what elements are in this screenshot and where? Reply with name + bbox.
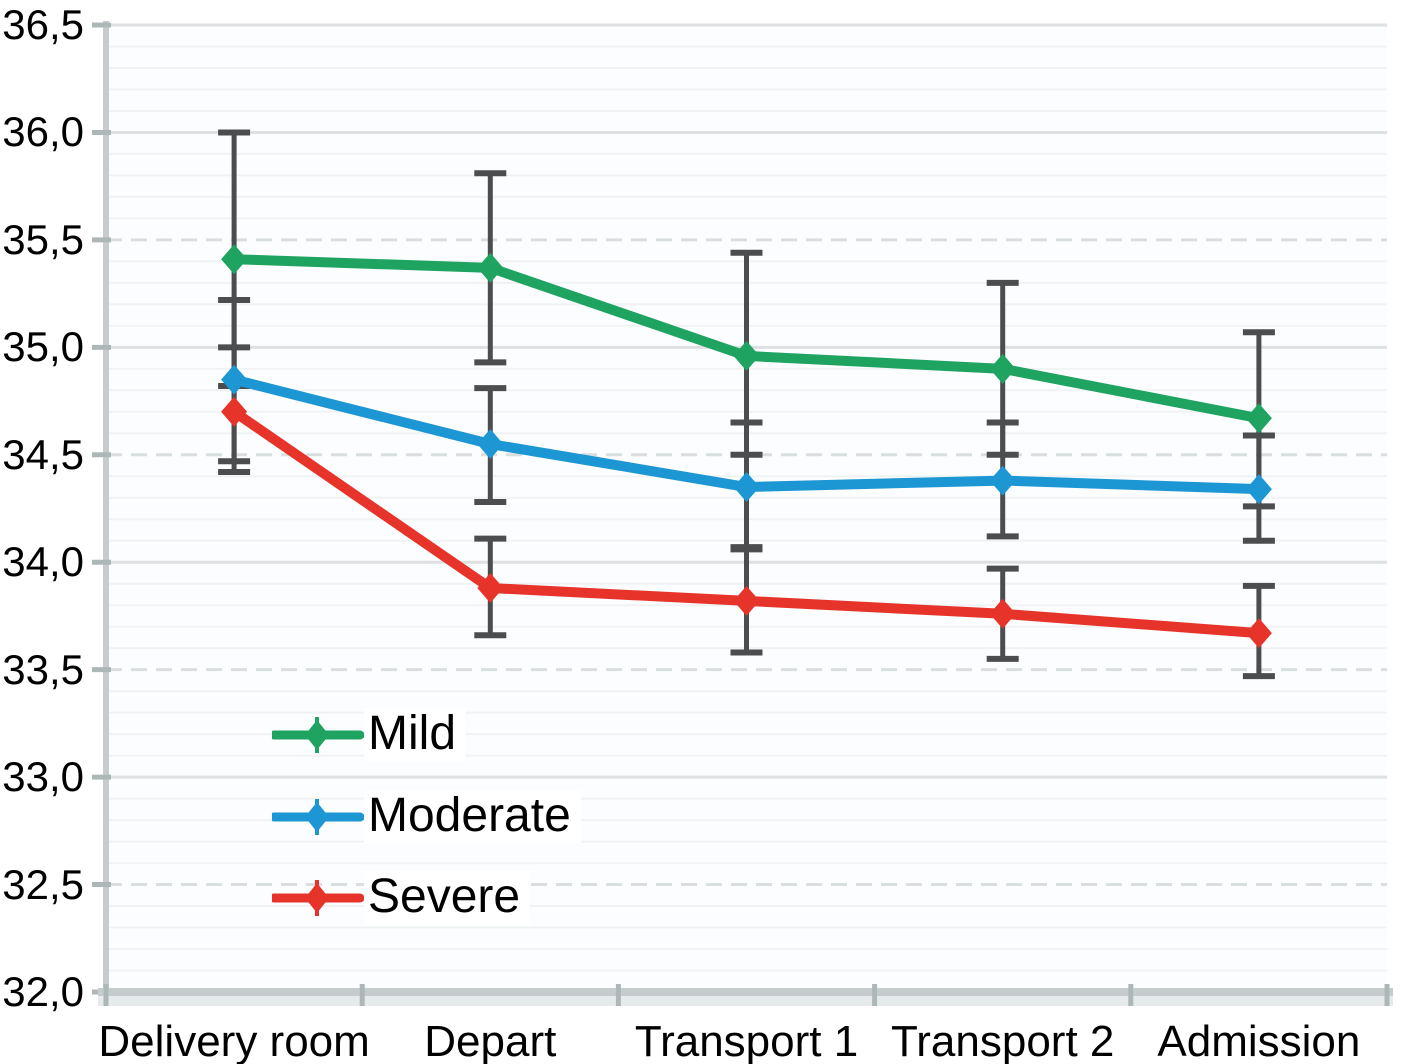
marker-mild xyxy=(733,340,760,371)
y-tick-label: 35,5 xyxy=(2,215,84,263)
legend-item-severe: Severe xyxy=(272,870,531,926)
legend-label-severe: Severe xyxy=(364,871,531,925)
x-tick-label: Delivery room xyxy=(98,1017,370,1064)
marker-mild xyxy=(221,244,248,275)
y-tick-label: 32,0 xyxy=(2,968,84,1015)
marker-moderate xyxy=(221,364,248,395)
marker-mild xyxy=(989,353,1016,384)
marker-severe xyxy=(1245,618,1272,649)
marker-moderate xyxy=(477,429,504,460)
marker-mild xyxy=(1245,403,1272,434)
marker-severe xyxy=(477,573,504,604)
x-tick-label: Transport 1 xyxy=(634,1017,859,1064)
y-tick-label: 34,5 xyxy=(2,430,84,478)
legend-marker-mild xyxy=(272,717,364,753)
legend-item-moderate: Moderate xyxy=(272,789,581,845)
y-tick-label: 33,5 xyxy=(2,645,84,693)
marker-moderate xyxy=(1245,474,1272,505)
marker-severe xyxy=(221,396,248,427)
marker-moderate xyxy=(989,465,1016,496)
legend-label-mild: Mild xyxy=(364,708,467,762)
y-tick-label: 36,5 xyxy=(2,1,84,48)
marker-severe xyxy=(733,585,760,616)
y-tick-label: 35,0 xyxy=(2,323,84,371)
legend-item-mild: Mild xyxy=(272,707,467,763)
y-tick-label: 36,0 xyxy=(2,108,84,156)
x-tick-label: Depart xyxy=(424,1017,557,1064)
y-tick-label: 33,0 xyxy=(2,753,84,801)
legend-label-moderate: Moderate xyxy=(364,789,581,844)
x-tick-label: Admission xyxy=(1157,1017,1361,1064)
legend-marker-severe xyxy=(272,880,364,916)
legend-marker-moderate xyxy=(272,798,364,835)
y-tick-label: 32,5 xyxy=(2,860,84,908)
marker-mild xyxy=(477,252,504,283)
marker-severe xyxy=(989,598,1016,629)
marker-moderate xyxy=(733,472,760,503)
y-tick-label: 34,0 xyxy=(2,538,84,586)
x-tick-label: Transport 2 xyxy=(891,1017,1115,1064)
